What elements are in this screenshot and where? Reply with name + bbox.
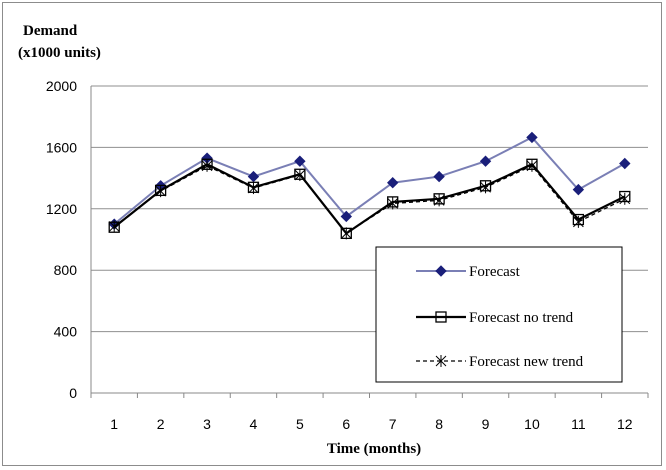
data-point xyxy=(108,220,120,233)
y-tick-label: 800 xyxy=(54,262,78,278)
x-tick-label: 10 xyxy=(524,416,540,432)
gridlines xyxy=(90,85,649,398)
x-axis-label: Time (months) xyxy=(327,441,421,457)
legend-item: Forecast xyxy=(416,264,521,280)
series-line xyxy=(113,136,626,225)
data-point xyxy=(248,182,259,195)
data-point xyxy=(340,210,352,223)
x-tick-label: 3 xyxy=(203,416,211,432)
x-tick-label: 9 xyxy=(482,416,490,432)
data-point xyxy=(294,169,306,182)
data-point xyxy=(619,192,631,205)
legend-label: Forecast xyxy=(469,264,521,280)
x-tick-label: 12 xyxy=(617,416,633,432)
legend-marker xyxy=(435,265,447,277)
x-tick-label: 8 xyxy=(435,416,443,432)
series-2 xyxy=(108,159,631,240)
legend-label: Forecast new trend xyxy=(469,354,584,370)
legend-marker xyxy=(435,355,447,367)
data-point xyxy=(572,183,585,196)
legend-box xyxy=(375,246,623,383)
y-axis-label-line2: (x1000 units) xyxy=(18,45,101,61)
x-tick-label: 4 xyxy=(250,416,258,432)
legend-label: Forecast no trend xyxy=(469,310,574,326)
data-point xyxy=(526,131,538,144)
legend-item: Forecast no trend xyxy=(416,310,574,326)
y-tick-label: 400 xyxy=(54,324,78,340)
x-tick-label: 7 xyxy=(389,416,397,432)
y-tick-label: 2000 xyxy=(46,78,77,94)
y-tick-label: 0 xyxy=(69,385,77,401)
series-line xyxy=(113,165,626,235)
x-tick-label: 11 xyxy=(571,416,586,432)
data-point xyxy=(340,227,352,240)
series-lines xyxy=(108,131,631,240)
y-tick-label: 1200 xyxy=(46,201,77,217)
x-tick-label: 1 xyxy=(110,416,118,432)
data-point xyxy=(247,170,260,183)
data-point xyxy=(155,185,166,198)
x-tick-label: 6 xyxy=(342,416,350,432)
x-tick-label: 2 xyxy=(157,416,165,432)
data-point xyxy=(387,176,399,189)
data-point xyxy=(433,170,445,183)
x-tick-label: 5 xyxy=(296,416,304,432)
data-point xyxy=(433,194,445,207)
data-point xyxy=(480,181,491,194)
data-point xyxy=(619,157,631,170)
data-point xyxy=(387,197,399,210)
legend-item: Forecast new trend xyxy=(416,354,584,370)
data-point xyxy=(479,155,492,167)
legend-marker xyxy=(435,311,447,323)
y-tick-label: 1600 xyxy=(46,139,77,155)
chart-frame: 0 400 800 1200 1600 2000 1 2 3 4 5 6 7 8 9 10 11 12 Deman… xyxy=(2,2,662,466)
data-point xyxy=(294,155,306,167)
data-point xyxy=(201,159,213,172)
y-axis-label-line1: Demand xyxy=(23,23,78,39)
series-line xyxy=(113,162,626,235)
data-point xyxy=(573,215,584,228)
legend: Forecast Forecast no trend Forecast new tr… xyxy=(375,246,623,383)
data-point xyxy=(526,159,538,172)
